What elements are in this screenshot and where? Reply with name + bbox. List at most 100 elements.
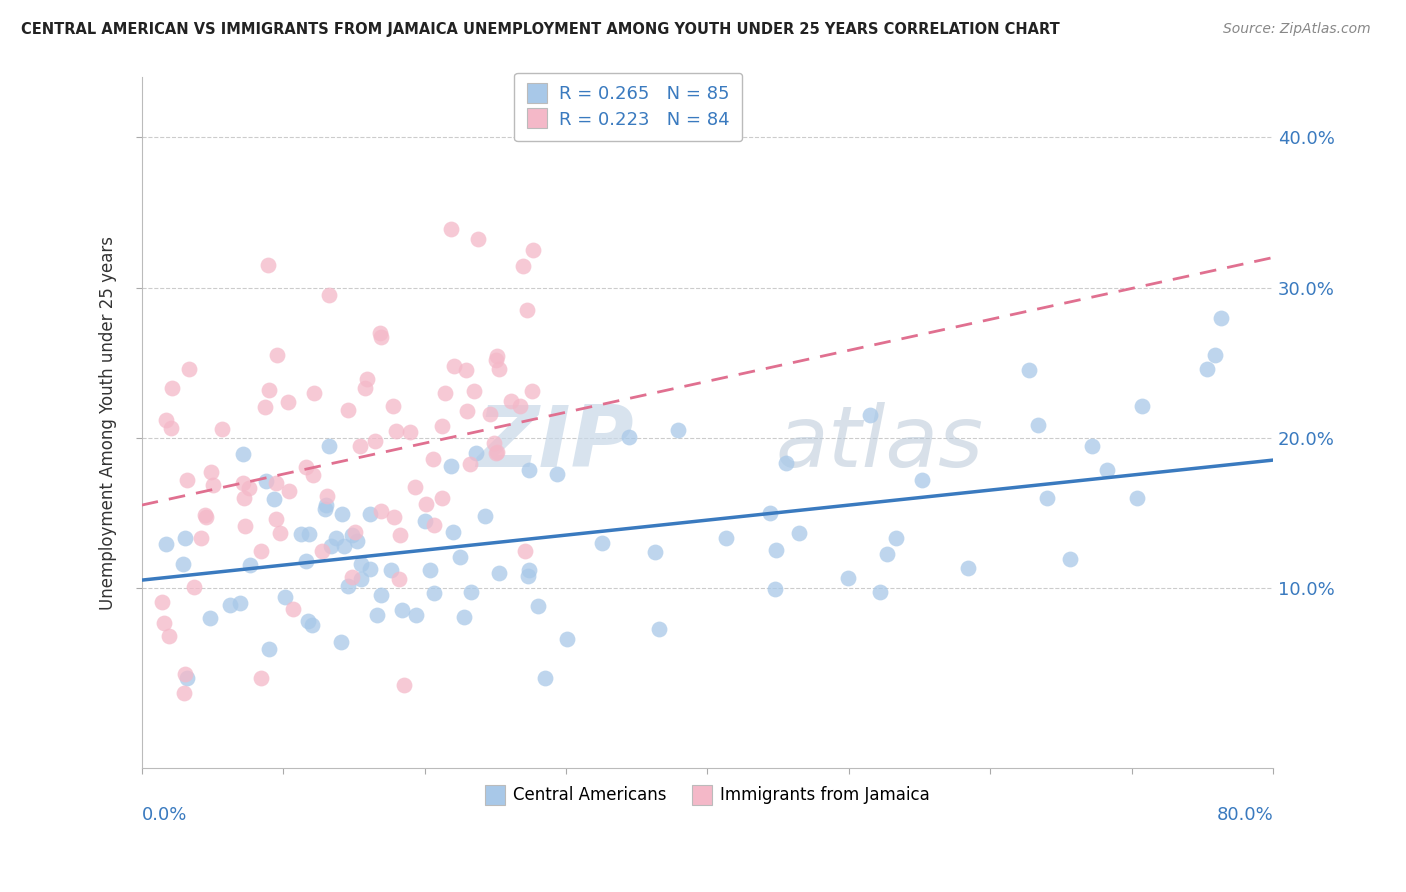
Point <box>239 558 262 572</box>
Point <box>157 629 180 643</box>
Point <box>617 429 640 443</box>
Point <box>433 385 456 400</box>
Point <box>318 439 340 453</box>
Point <box>301 468 323 483</box>
Point <box>200 610 222 624</box>
Point <box>456 404 478 418</box>
Point <box>233 518 256 533</box>
Point <box>957 560 980 574</box>
Point <box>464 446 486 460</box>
Point <box>1018 363 1040 377</box>
Point <box>302 386 325 401</box>
Point <box>200 465 222 479</box>
Point <box>176 473 198 487</box>
Point <box>666 423 689 437</box>
Point <box>278 484 301 499</box>
Point <box>350 557 373 571</box>
Point <box>485 445 508 459</box>
Point <box>277 395 299 409</box>
Point <box>392 678 415 692</box>
Point <box>356 372 378 386</box>
Point <box>391 603 413 617</box>
Point <box>160 381 183 395</box>
Point <box>263 492 285 507</box>
Point <box>350 572 373 586</box>
Point <box>546 467 568 481</box>
Point <box>389 528 412 542</box>
Point <box>295 459 318 474</box>
Point <box>517 463 540 477</box>
Point <box>152 595 174 609</box>
Point <box>325 532 347 546</box>
Point <box>463 384 485 399</box>
Point <box>1059 552 1081 566</box>
Point <box>368 326 391 340</box>
Point <box>354 381 377 395</box>
Point <box>370 504 392 518</box>
Point <box>330 635 353 649</box>
Point <box>419 564 441 578</box>
Point <box>176 671 198 685</box>
Point <box>190 531 212 545</box>
Point <box>297 615 319 629</box>
Point <box>273 590 295 604</box>
Point <box>238 481 260 495</box>
Point <box>315 489 337 503</box>
Point <box>183 580 205 594</box>
Point <box>485 353 508 368</box>
Point <box>264 476 287 491</box>
Point <box>488 566 510 581</box>
Point <box>281 601 304 615</box>
Point <box>859 408 882 422</box>
Point <box>837 571 859 585</box>
Point <box>399 425 422 440</box>
Point <box>422 517 444 532</box>
Point <box>382 510 405 524</box>
Point <box>257 641 280 656</box>
Point <box>517 563 540 577</box>
Point <box>179 362 201 376</box>
Text: 0.0%: 0.0% <box>142 805 187 823</box>
Point <box>314 501 336 516</box>
Point <box>512 259 534 273</box>
Point <box>787 526 810 541</box>
Point <box>330 507 353 521</box>
Point <box>430 419 453 434</box>
Point <box>290 527 312 541</box>
Point <box>155 536 177 550</box>
Point <box>478 407 501 421</box>
Point <box>423 586 446 600</box>
Point <box>499 393 522 408</box>
Text: atlas: atlas <box>775 401 983 484</box>
Point <box>253 400 276 414</box>
Point <box>311 544 333 558</box>
Point <box>422 451 444 466</box>
Point <box>449 550 471 565</box>
Point <box>884 531 907 545</box>
Point <box>876 547 898 561</box>
Point <box>765 582 787 596</box>
Point <box>1209 310 1232 325</box>
Point <box>250 544 273 558</box>
Point <box>484 436 506 450</box>
Point <box>714 531 737 545</box>
Point <box>1126 491 1149 506</box>
Point <box>259 384 281 398</box>
Point <box>1095 463 1118 477</box>
Point <box>775 456 797 470</box>
Point <box>266 348 288 362</box>
Point <box>453 609 475 624</box>
Point <box>318 288 340 302</box>
Point <box>765 542 787 557</box>
Point <box>269 525 291 540</box>
Point <box>430 491 453 506</box>
Point <box>232 447 254 461</box>
Point <box>869 585 891 599</box>
Point <box>342 569 364 583</box>
Point <box>337 402 360 417</box>
Point <box>1081 439 1104 453</box>
Point <box>759 506 782 520</box>
Point <box>474 509 496 524</box>
Point <box>485 349 508 363</box>
Point <box>555 632 578 646</box>
